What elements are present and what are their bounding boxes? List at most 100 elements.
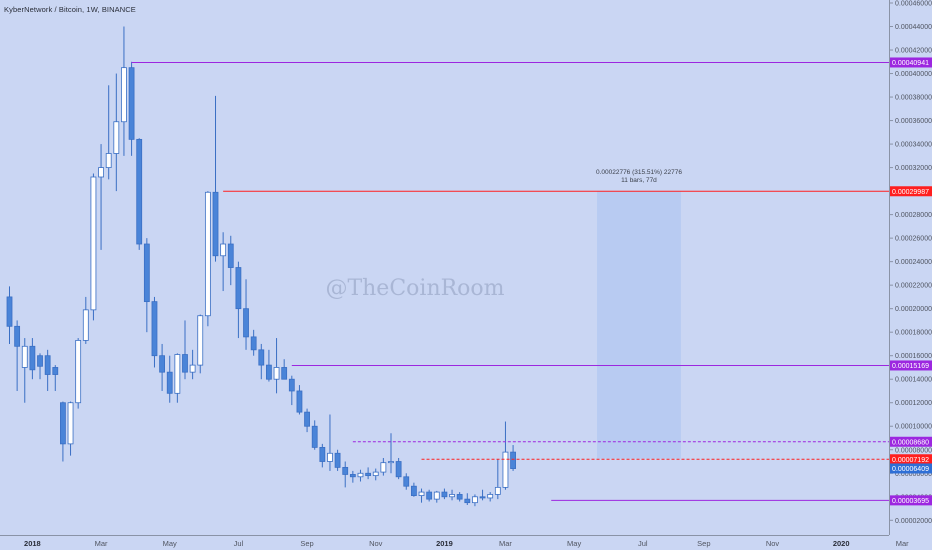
candle[interactable] [14,320,21,391]
candle-body-down [166,371,173,394]
candle[interactable] [6,286,13,344]
candle[interactable] [52,365,59,391]
candle[interactable] [456,492,463,502]
candle[interactable] [174,353,181,403]
candle[interactable] [121,26,127,156]
candle[interactable] [395,457,402,480]
candle-body-up [220,243,227,257]
candle-body-down [365,472,372,477]
level-price-tag: 0.00007192 [890,454,932,465]
candle[interactable] [311,420,318,450]
candle[interactable] [426,489,433,502]
level-price-tag: 0.00040941 [890,57,932,68]
candle-body-up [449,494,455,498]
candle[interactable] [235,261,242,339]
price-tag-label: 0.00007192 [892,457,929,464]
candle-body-up [121,67,127,123]
candle[interactable] [349,470,356,483]
candle[interactable] [418,488,425,503]
candle[interactable] [510,445,516,471]
candle[interactable] [296,385,303,415]
candle[interactable] [433,490,440,503]
candle-body-down [349,474,356,478]
candle[interactable] [60,401,66,462]
price-tag-bg [890,495,932,506]
candle[interactable] [372,468,379,481]
candle[interactable] [365,467,372,480]
candle-body-up [472,496,478,504]
candle[interactable] [75,338,82,409]
candle[interactable] [105,85,112,180]
candle-body-up [75,340,82,404]
watermark-text: @TheCoinRoom [325,276,504,301]
candle[interactable] [334,449,341,471]
measure-box[interactable] [597,191,681,459]
candle[interactable] [189,349,196,380]
candle-body-down [334,452,341,468]
candle[interactable] [204,191,211,327]
candle[interactable] [357,469,364,482]
candle[interactable] [342,461,349,488]
candle[interactable] [449,489,455,501]
candle[interactable] [182,320,188,380]
candle[interactable] [113,73,120,192]
candle[interactable] [472,494,478,507]
candle[interactable] [166,355,173,403]
time-tick-label: Mar [95,539,108,548]
time-tick-label: Nov [369,539,383,548]
candle[interactable] [288,375,295,406]
candle[interactable] [98,144,104,250]
candle[interactable] [281,359,288,380]
price-tag-label: 0.00006409 [892,466,929,473]
time-tick-label: May [567,539,581,548]
candle[interactable] [136,138,143,250]
candle[interactable] [304,408,310,433]
candle[interactable] [212,95,219,262]
candle[interactable] [487,492,494,502]
candle[interactable] [82,296,89,344]
candle[interactable] [44,349,51,391]
candle-body-down [403,476,410,487]
candle[interactable] [151,296,158,368]
price-tag-bg [890,436,932,447]
candle[interactable] [220,232,227,292]
candle-body-down [52,367,59,375]
candle[interactable] [128,61,135,156]
candle[interactable] [319,443,326,468]
candle[interactable] [197,314,204,374]
price-tick-label: 0.00026000 [895,236,932,243]
candle[interactable] [37,353,43,380]
candle[interactable] [159,343,166,391]
candle-body-down [14,325,21,347]
candle[interactable] [327,414,333,471]
candle[interactable] [250,329,257,356]
candle-body-up [90,176,97,311]
candle[interactable] [410,482,417,497]
candle[interactable] [502,421,509,490]
candle-body-down [227,243,234,268]
price-tag-label: 0.00029987 [892,189,929,196]
candle[interactable] [403,473,410,490]
candle[interactable] [388,433,394,474]
candle[interactable] [441,488,448,500]
candle[interactable] [479,489,486,501]
price-tag-bg [890,360,932,371]
candle[interactable] [29,338,36,380]
candle[interactable] [258,343,265,380]
candle[interactable] [227,235,234,286]
candle[interactable] [67,401,74,456]
candle[interactable] [273,338,280,394]
candle-body-down [288,378,295,392]
candle[interactable] [380,457,387,476]
candle[interactable] [243,279,249,350]
candle[interactable] [464,493,471,506]
candle[interactable] [21,338,28,403]
candle-body-up [98,167,104,178]
candle[interactable] [90,173,97,321]
candle-body-down [136,138,143,245]
candle[interactable] [143,238,150,333]
candle[interactable] [494,459,501,500]
candle[interactable] [266,349,272,382]
